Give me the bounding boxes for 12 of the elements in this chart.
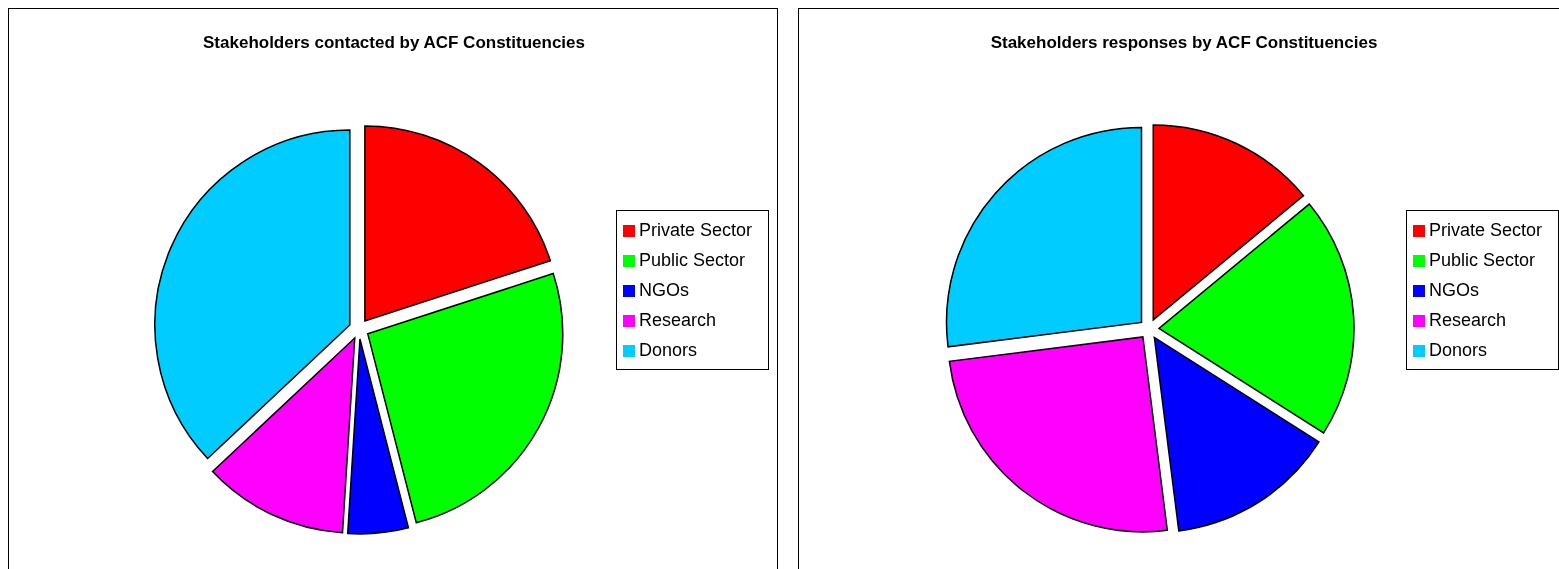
legend-label: Private Sector	[1428, 219, 1542, 240]
legend-label: Private Sector	[638, 219, 752, 240]
legend-label: Public Sector	[1428, 249, 1536, 270]
legend-label: NGOs	[1428, 279, 1479, 300]
chart-title: Stakeholders responses by ACF Constituencies	[989, 33, 1379, 53]
legend-label: Public Sector	[638, 249, 746, 270]
legend-label: NGOs	[638, 279, 689, 300]
legend-label: Donors	[1428, 339, 1487, 360]
legend-label: Research	[638, 309, 716, 330]
chart-title: Stakeholders contacted by ACF Constituencies	[202, 33, 586, 53]
legend-label: Research	[1428, 309, 1506, 330]
legend-label: Donors	[638, 339, 697, 360]
